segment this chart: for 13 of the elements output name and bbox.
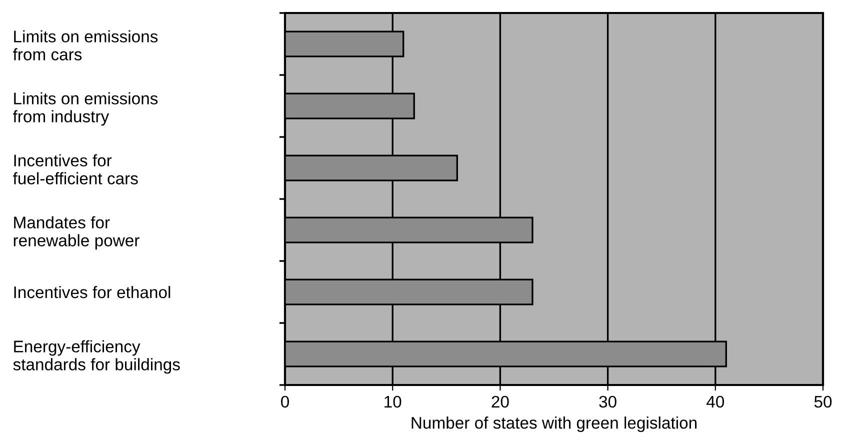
y-tick-label: Mandates for renewable power bbox=[14, 216, 140, 250]
x-tick-label: 30 bbox=[599, 396, 616, 408]
x-tick-label: 20 bbox=[492, 396, 509, 408]
y-tick-label: Limits on emissions from cars bbox=[13, 30, 158, 60]
x-axis-title: Number of states with green legislation bbox=[412, 416, 697, 432]
x-tick-label: 10 bbox=[384, 396, 402, 408]
x-tick-label: 0 bbox=[281, 396, 289, 408]
y-tick-label: Energy-efficiency standards for buildings bbox=[13, 340, 180, 374]
y-tick-label: Limits on emissions from industry bbox=[13, 92, 158, 126]
x-tick-label: 40 bbox=[706, 396, 724, 408]
x-tick-label: 50 bbox=[814, 396, 832, 408]
y-tick-label: Incentives for ethanol bbox=[14, 286, 170, 298]
y-tick-label: Incentives for fuel-efficient cars bbox=[13, 154, 138, 184]
